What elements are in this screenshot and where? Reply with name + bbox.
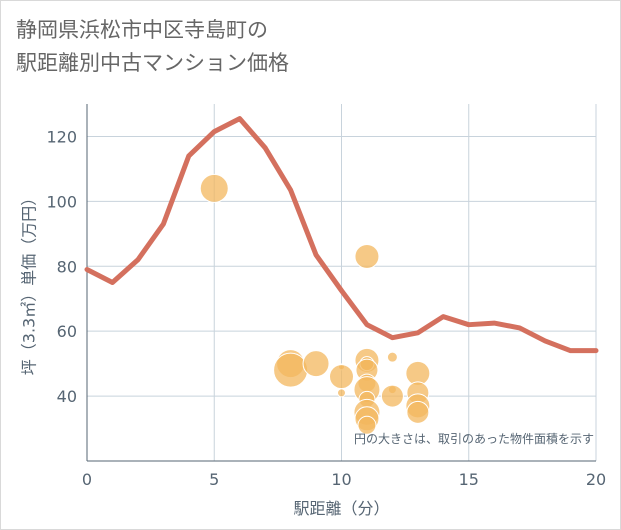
y-tick-label: 80 [57,257,77,276]
y-tick-label: 100 [46,192,77,211]
bubble-point [357,415,377,435]
bubble-size-note: 円の大きさは、取引のあった物件面積を示す [354,431,594,446]
x-axis-label: 駅距離（分） [293,499,389,518]
y-tick-label: 40 [57,387,77,406]
x-tick-label: 0 [82,470,92,489]
chart-title: 静岡県浜松市中区寺島町の 駅距離別中古マンション価格 [16,14,289,80]
y-tick-label: 60 [57,322,77,341]
line-layer [84,116,599,354]
x-tick-label: 15 [459,470,479,489]
y-axis-label: 坪（3.3㎡）単価（万円） [20,190,39,375]
bubble-layer [199,173,431,435]
grid-lines [86,104,597,462]
x-tick-label: 20 [586,470,606,489]
x-tick-label: 5 [209,470,219,489]
bubble-point [199,173,229,203]
bubble-point [380,384,404,408]
bubble-point [337,388,346,398]
bubble-point [386,351,398,363]
bubble-point [302,350,330,378]
chart-title-line1: 静岡県浜松市中区寺島町の [16,18,268,42]
y-tick-label: 120 [46,127,77,146]
chart-title-line2: 駅距離別中古マンション価格 [16,51,289,75]
price-line [84,116,599,354]
bubble-point [406,400,430,424]
tick-labels: 0 5 10 15 20 40 60 80 100 120 [46,127,606,489]
bubble-point [329,364,354,390]
x-tick-label: 10 [331,470,351,489]
bubble-point [273,352,309,388]
bubble-point [354,244,380,270]
